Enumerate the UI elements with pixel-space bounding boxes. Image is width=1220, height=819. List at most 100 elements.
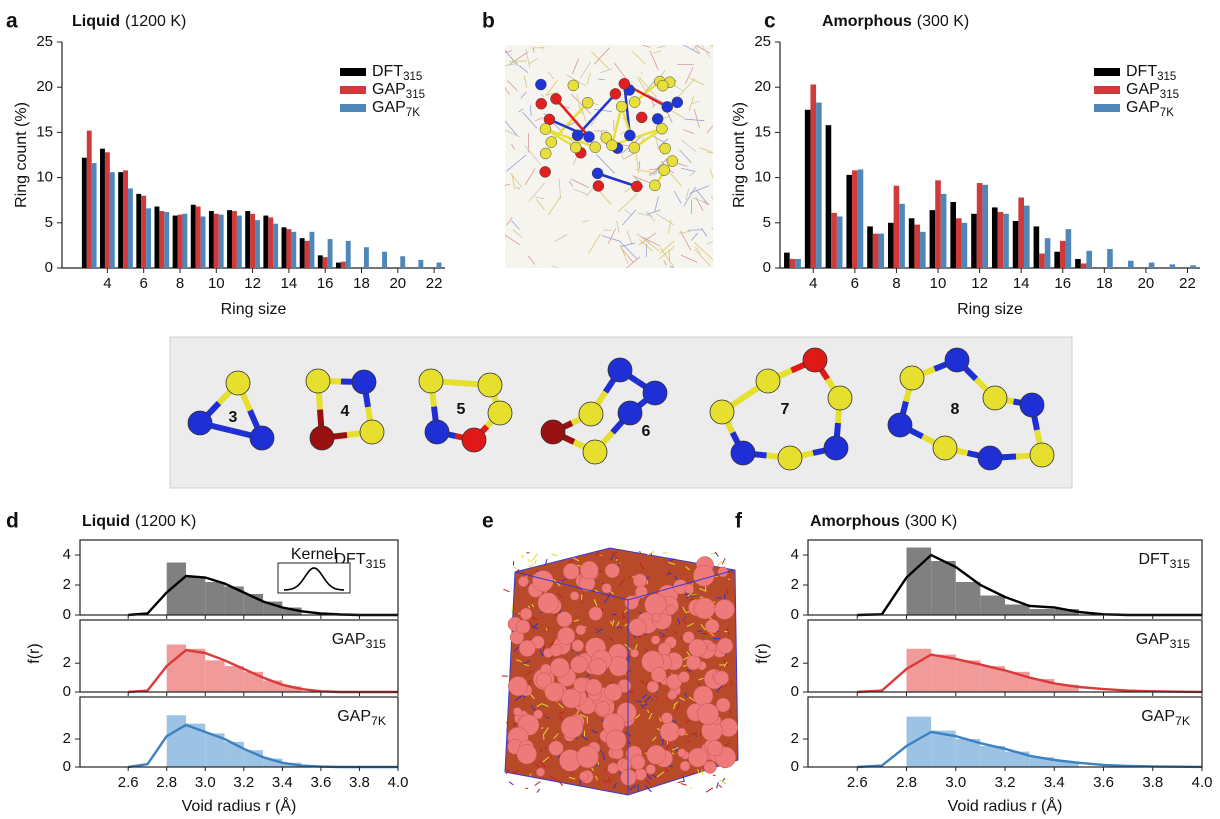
atom	[659, 142, 671, 155]
bond	[595, 775, 598, 781]
void-sphere	[685, 654, 702, 671]
histogram-bar	[186, 577, 206, 615]
bond	[556, 592, 564, 599]
bond	[596, 154, 615, 174]
bond	[695, 246, 701, 254]
bar	[893, 185, 900, 268]
legend-swatch	[1094, 104, 1120, 112]
bond	[711, 227, 713, 230]
bond	[607, 228, 617, 244]
bond	[664, 269, 678, 286]
void-sphere	[579, 771, 589, 782]
bond	[680, 139, 696, 152]
bond	[637, 77, 647, 93]
series-name: GAP7K	[372, 99, 420, 119]
x-tick-label: 4.0	[388, 774, 409, 791]
bond	[611, 127, 663, 147]
x-tick-label: 14	[281, 275, 298, 292]
x-tick-label: 2.6	[118, 774, 139, 791]
series-name-main: GAP	[332, 631, 366, 648]
bond	[686, 740, 690, 743]
bar	[200, 216, 206, 268]
x-tick-label: 12	[971, 275, 988, 292]
histogram-bar	[1029, 609, 1055, 615]
x-tick-label: 3.2	[995, 774, 1016, 791]
bond	[577, 564, 582, 567]
series-name-sub: 315	[1170, 557, 1191, 571]
void-sphere	[589, 657, 607, 676]
void-sphere	[714, 670, 730, 686]
bond	[514, 695, 523, 702]
void-sphere	[632, 573, 647, 588]
bond	[535, 763, 540, 768]
bond	[641, 693, 648, 699]
bond	[573, 188, 589, 196]
x-tick-label: 22	[1179, 275, 1196, 292]
bond	[714, 551, 719, 557]
bond	[610, 553, 614, 561]
ring-label: 4	[341, 403, 350, 420]
bond	[694, 45, 711, 54]
bond	[640, 45, 651, 48]
bar	[245, 211, 251, 268]
atom	[1019, 392, 1045, 418]
void-sphere	[549, 644, 563, 657]
bar	[1075, 258, 1081, 268]
bar	[255, 220, 260, 268]
legend-swatch	[340, 86, 366, 94]
bond	[541, 703, 549, 707]
bond	[626, 230, 633, 246]
bond	[642, 703, 648, 707]
void-sphere	[650, 667, 667, 683]
bond	[627, 655, 630, 663]
bond	[602, 780, 608, 783]
void-sphere	[518, 639, 536, 657]
atom	[823, 435, 849, 461]
bar	[1086, 250, 1092, 268]
bond	[597, 172, 638, 188]
bond	[687, 229, 703, 231]
atom	[571, 129, 584, 142]
bond	[721, 557, 726, 565]
bond	[534, 781, 541, 787]
bond	[580, 713, 587, 718]
bond	[558, 610, 562, 614]
panel-letter: f	[735, 510, 743, 533]
bond	[568, 776, 576, 780]
atom	[543, 113, 556, 126]
void-sphere	[678, 671, 690, 683]
void-sphere	[645, 764, 656, 775]
bond	[523, 660, 530, 665]
bond	[688, 598, 694, 601]
x-tick-label: 6	[140, 275, 148, 292]
void-sphere	[595, 700, 611, 716]
bond	[545, 127, 596, 149]
bond	[716, 685, 723, 693]
bond	[724, 742, 730, 746]
series-name-main: GAP	[1126, 81, 1160, 98]
histogram-bar	[1054, 609, 1079, 615]
legend-swatch	[340, 104, 366, 112]
bond	[669, 265, 675, 268]
bond	[539, 649, 544, 657]
bond	[653, 50, 661, 54]
bond	[679, 149, 692, 164]
bond	[536, 788, 541, 793]
atom	[755, 368, 781, 394]
y-tick-label: 0	[791, 606, 799, 623]
x-tick-label: 16	[317, 275, 334, 292]
bond	[649, 158, 668, 177]
void-sphere	[688, 638, 707, 658]
void-sphere	[629, 754, 646, 770]
bond	[691, 594, 697, 596]
bond	[723, 659, 729, 667]
atom	[225, 370, 251, 396]
bar	[418, 259, 424, 268]
bar	[1065, 229, 1072, 268]
bond	[670, 109, 685, 119]
bond	[689, 185, 710, 194]
y-tick-label: 2	[791, 730, 799, 747]
bond	[548, 71, 555, 80]
void-sphere	[666, 605, 676, 615]
bar	[268, 217, 274, 268]
